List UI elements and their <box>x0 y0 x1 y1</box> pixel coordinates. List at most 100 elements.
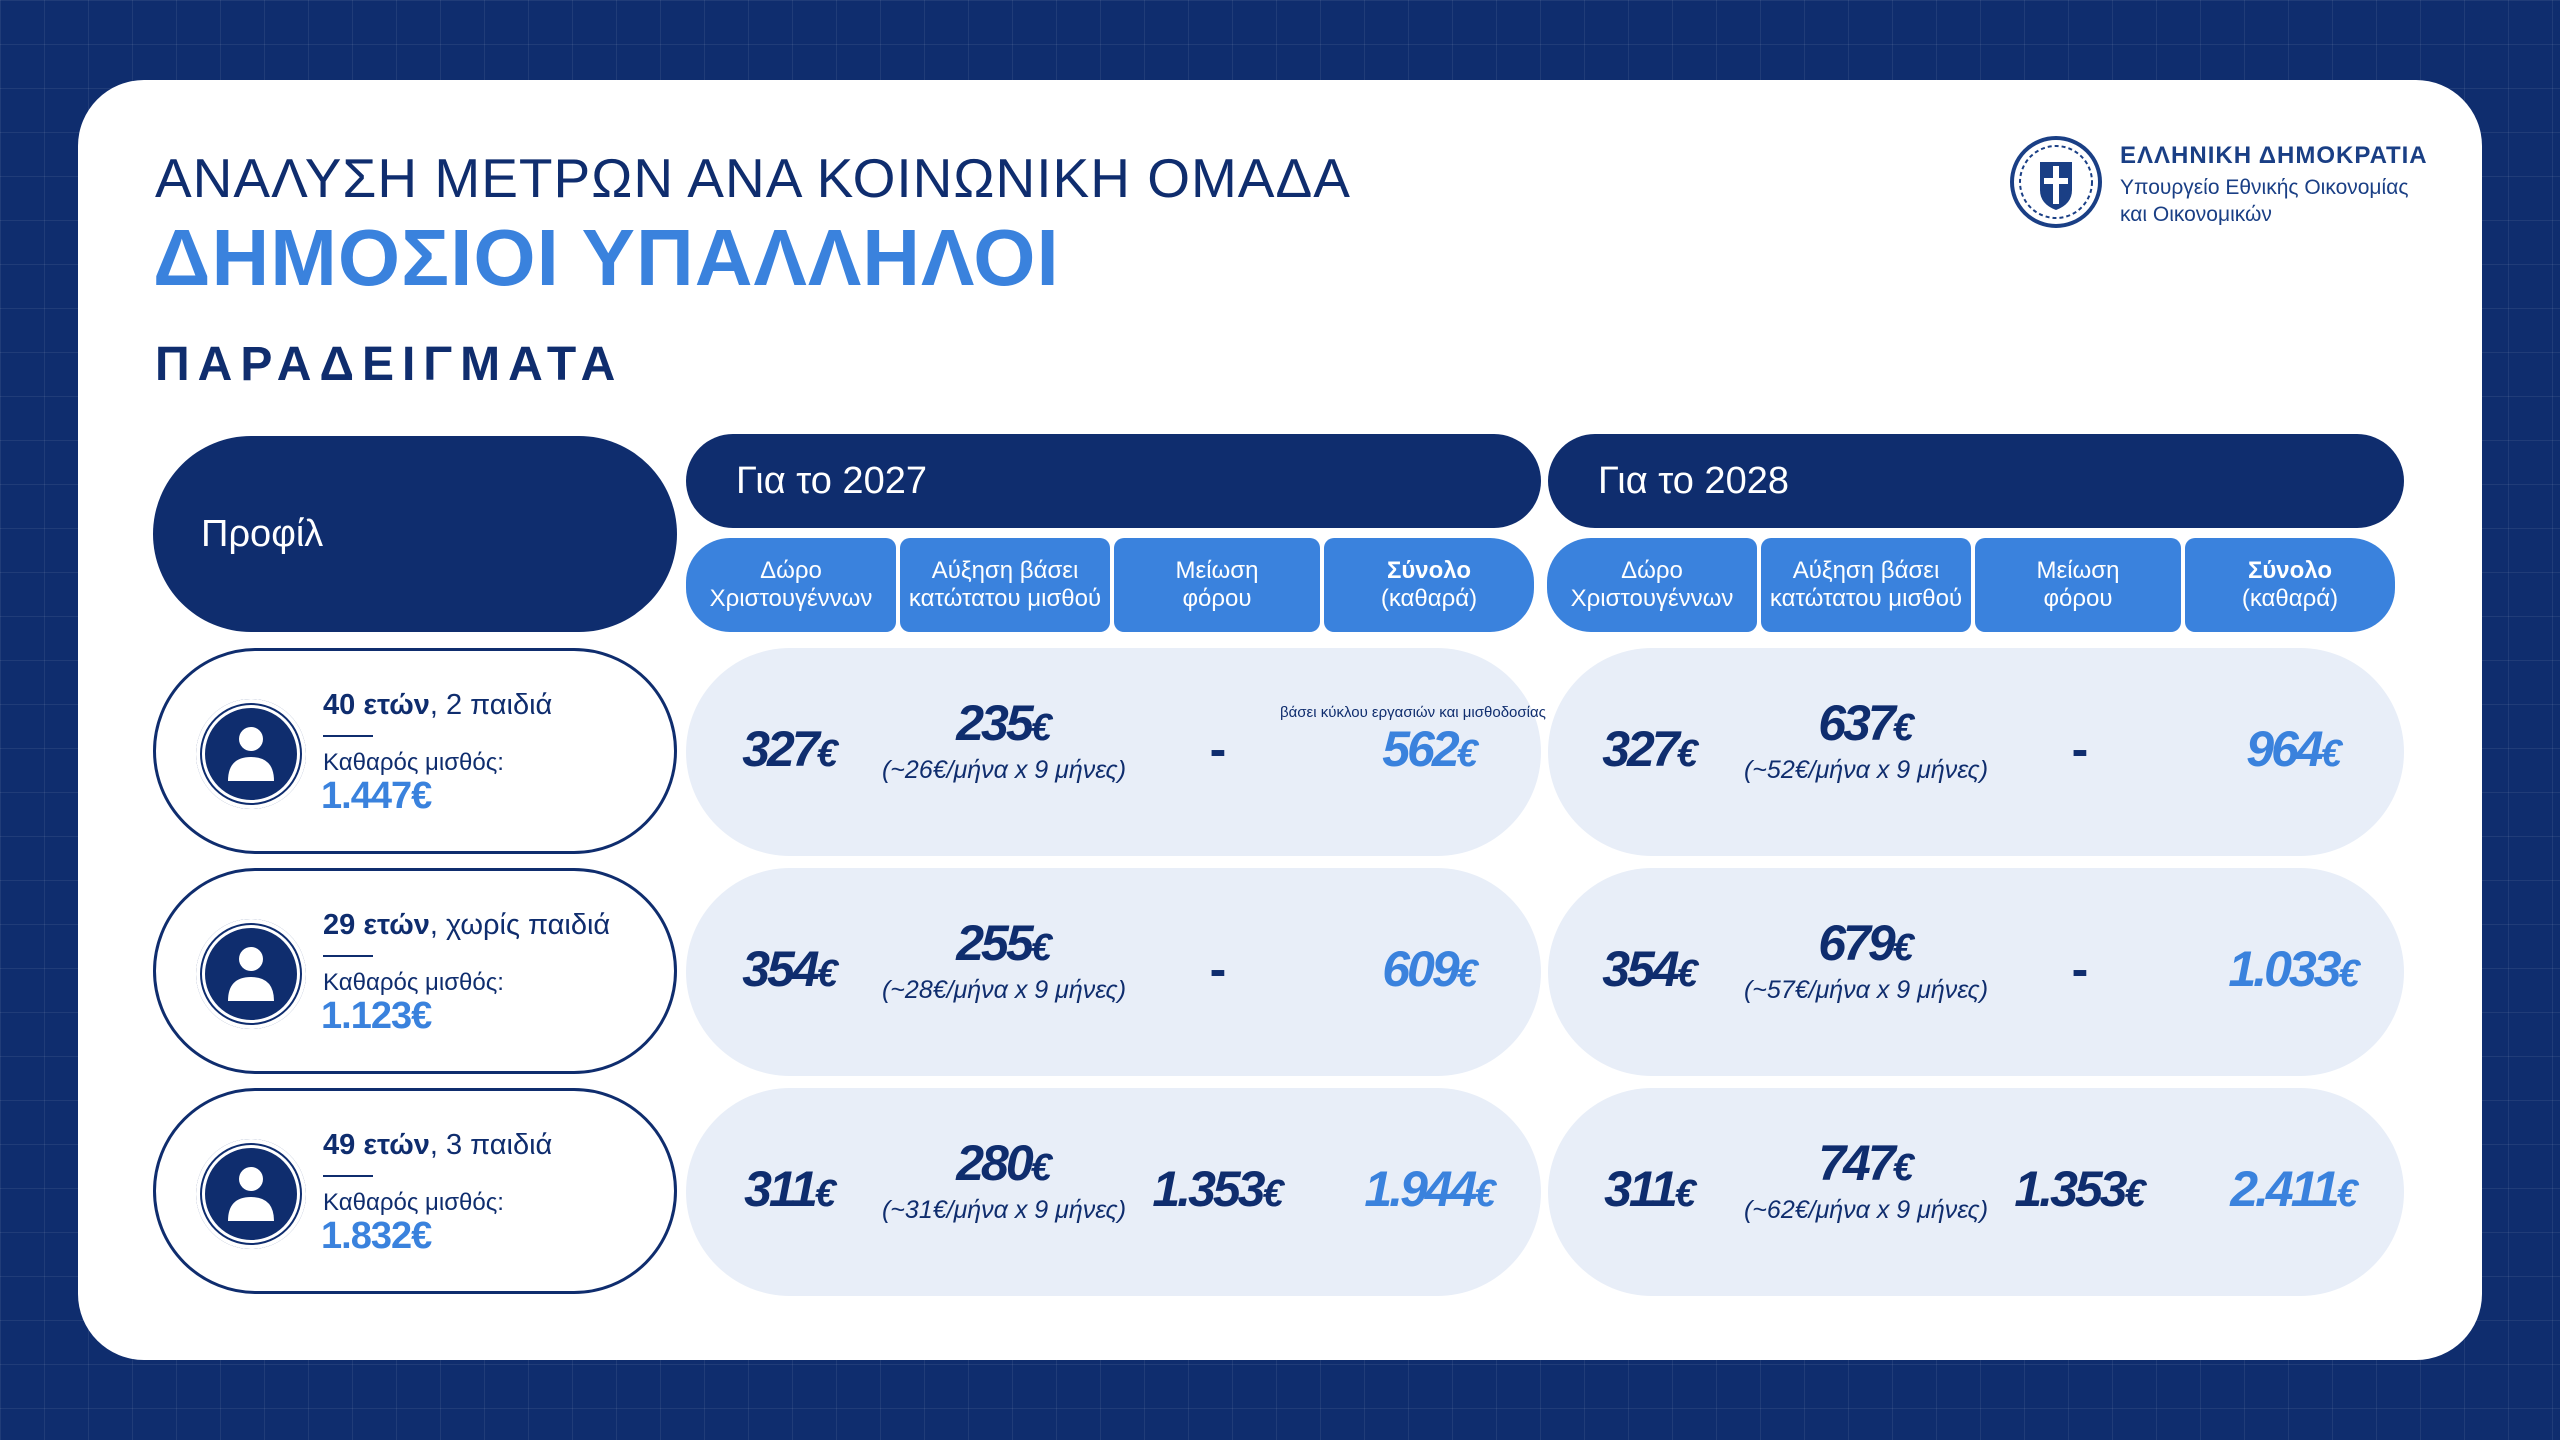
profile-age: 29 ετών <box>323 909 430 941</box>
amount: 327 <box>1602 721 1679 777</box>
tax-reduction-value: - <box>1209 721 1227 777</box>
amount: 562 <box>1382 721 1459 777</box>
column-header-2027-0: Δώρο Χριστουγέννων <box>686 538 896 632</box>
currency-sign: € <box>1892 1147 1914 1189</box>
avatar-ring <box>202 1145 300 1243</box>
column-header-line1: Σύνολο <box>1386 557 1472 584</box>
amount: 354 <box>742 941 819 997</box>
column-header-2028-3: Σύνολο (καθαρά) <box>2185 538 2395 632</box>
column-header-line2: (καθαρά) <box>2241 585 2339 612</box>
salary-raise-value: 637€ <box>1818 694 1914 752</box>
column-header-line2: Χριστουγέννων <box>1570 585 1734 612</box>
column-header-line1: Αύξηση βάσει <box>1792 557 1940 584</box>
salary-raise-note: (~28€/μήνα x 9 μήνες) <box>881 976 1127 1004</box>
currency-sign: € <box>1676 733 1698 775</box>
salary-label: Καθαρός μισθός: <box>323 1189 504 1216</box>
page-subtitle: ΔΗΜΟΣΙΟΙ ΥΠΑΛΛΗΛΟΙ <box>153 213 1060 302</box>
salary-raise-value: 280€ <box>956 1134 1052 1192</box>
amount: 747 <box>1818 1135 1895 1191</box>
salary-raise-value: 747€ <box>1818 1134 1914 1192</box>
christmas-bonus-value: 327€ <box>742 720 838 778</box>
currency-sign: € <box>1892 707 1914 749</box>
currency-sign: € <box>814 1173 836 1215</box>
person-icon <box>228 1167 274 1221</box>
amount: 311 <box>1604 1161 1678 1217</box>
currency-sign: € <box>1262 1173 1284 1215</box>
currency-sign: € <box>816 733 838 775</box>
logo-sub-line2: και Οικονομικών <box>2120 203 2272 226</box>
column-header-line2: Χριστουγέννων <box>709 585 873 612</box>
avatar <box>196 919 306 1029</box>
currency-sign: € <box>2124 1173 2146 1215</box>
row-background-y2027 <box>686 1088 1541 1296</box>
amount: 327 <box>742 721 819 777</box>
amount: 2.411 <box>2230 1161 2339 1217</box>
currency-sign: € <box>1676 953 1698 995</box>
avatar <box>196 1139 306 1249</box>
ministry-logo: ΕΛΛΗΝΙΚΗ ΔΗΜΟΚΡΑΤΙΑ Υπουργείο Εθνικής Οι… <box>2008 134 2427 234</box>
divider <box>323 735 373 737</box>
currency-sign: € <box>1674 1173 1696 1215</box>
greek-emblem-icon <box>2010 136 2102 228</box>
logo-subtitle: Υπουργείο Εθνικής Οικονομίας και Οικονομ… <box>2120 174 2408 228</box>
amount: 280 <box>956 1135 1033 1191</box>
amount: 964 <box>2246 721 2323 777</box>
column-header-line1: Δώρο <box>760 557 822 584</box>
currency-sign: € <box>2338 953 2360 995</box>
total-net-value: 2.411€ <box>2230 1160 2358 1218</box>
salary-value: 1.832€ <box>321 1215 432 1257</box>
christmas-bonus-value: 311€ <box>744 1160 836 1218</box>
column-header-2027-3: Σύνολο (καθαρά) <box>1324 538 1534 632</box>
person-icon <box>228 727 274 781</box>
total-net-value: 1.033€ <box>2228 940 2359 998</box>
row-background-y2028 <box>1548 648 2404 856</box>
amount: 255 <box>956 915 1033 971</box>
salary-raise-value: 235€ <box>956 694 1052 752</box>
amount: 311 <box>744 1161 818 1217</box>
avatar-ring <box>202 705 300 803</box>
profile-card: 40 ετών, 2 παιδιά Καθαρός μισθός: 1.447€ <box>153 648 677 854</box>
salary-raise-note: (~26€/μήνα x 9 μήνες) <box>881 756 1127 784</box>
avatar-ring <box>202 925 300 1023</box>
tax-reduction-value: - <box>2071 941 2089 997</box>
profile-age: 49 ετών <box>323 1129 430 1161</box>
currency-sign: € <box>1474 1173 1496 1215</box>
total-net-value: 964€ <box>2246 720 2342 778</box>
salary-raise-note: (~62€/μήνα x 9 μήνες) <box>1743 1196 1989 1224</box>
column-header-line1: Δώρο <box>1621 557 1683 584</box>
profile-kids: , 3 παιδιά <box>429 1129 553 1161</box>
christmas-bonus-value: 327€ <box>1602 720 1698 778</box>
tax-reduction-value: 1.353€ <box>2014 1160 2145 1218</box>
total-net-value: 562€ <box>1382 720 1478 778</box>
person-icon <box>228 947 274 1001</box>
salary-value: 1.123€ <box>321 995 432 1037</box>
column-header-line1: Αύξηση βάσει <box>931 557 1079 584</box>
christmas-bonus-value: 354€ <box>1602 940 1698 998</box>
currency-sign: € <box>2336 1173 2358 1215</box>
profile-card: 29 ετών, χωρίς παιδιά Καθαρός μισθός: 1.12… <box>153 868 677 1074</box>
column-header-line1: Σύνολο <box>2247 557 2333 584</box>
currency-sign: € <box>2320 733 2342 775</box>
profile-card: 49 ετών, 3 παιδιά Καθαρός μισθός: 1.832€ <box>153 1088 677 1294</box>
row-background-y2028 <box>1548 1088 2404 1296</box>
salary-raise-value: 255€ <box>956 914 1052 972</box>
currency-sign: € <box>1892 927 1914 969</box>
column-header-line2: κατώτατου μισθού <box>1769 585 1963 612</box>
tax-reduction-value: - <box>2071 721 2089 777</box>
christmas-bonus-value: 354€ <box>742 940 838 998</box>
currency-sign: € <box>816 953 838 995</box>
year-header-2028: Για το 2028 <box>1548 434 2404 528</box>
amount: 235 <box>956 695 1033 751</box>
logo-title: ΕΛΛΗΝΙΚΗ ΔΗΜΟΚΡΑΤΙΑ <box>2120 142 2428 169</box>
divider <box>323 1175 373 1177</box>
column-header-2028-1: Αύξηση βάσει κατώτατου μισθού <box>1761 538 1971 632</box>
profile-kids: , χωρίς παιδιά <box>429 909 611 941</box>
salary-label: Καθαρός μισθός: <box>323 749 504 776</box>
row-background-y2027 <box>686 648 1541 856</box>
profile-name: 40 ετών, 2 παιδιά <box>323 689 552 722</box>
amount: 637 <box>1818 695 1895 751</box>
column-header-2027-1: Αύξηση βάσει κατώτατου μισθού <box>900 538 1110 632</box>
salary-raise-note: (~57€/μήνα x 9 μήνες) <box>1743 976 1989 1004</box>
currency-sign: € <box>1030 707 1052 749</box>
total-net-value: 1.944€ <box>1364 1160 1495 1218</box>
